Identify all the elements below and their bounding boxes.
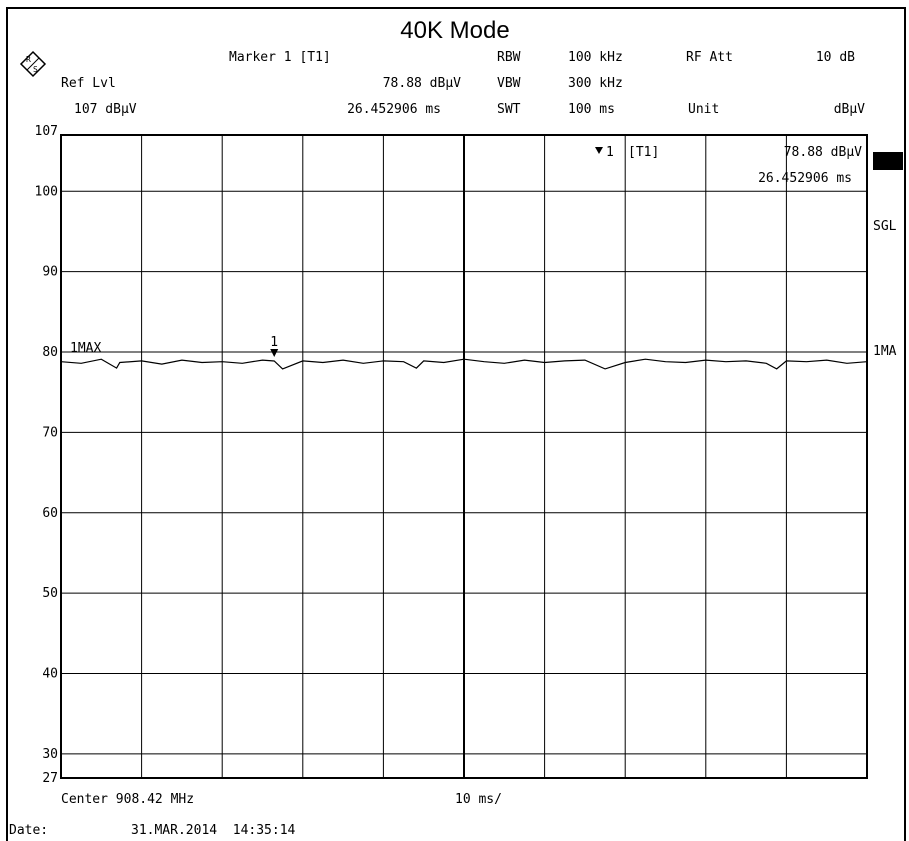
y-tick-label: 40 xyxy=(42,667,58,682)
trace-1max xyxy=(60,358,868,370)
svg-text:R: R xyxy=(26,55,31,64)
y-tick-label: 27 xyxy=(42,771,58,786)
y-tick-label: 60 xyxy=(42,506,58,521)
sgl-label: SGL xyxy=(873,219,897,234)
marker-1-triangle xyxy=(270,349,279,358)
plot-frame xyxy=(60,134,868,779)
marker-label: Marker 1 [T1] xyxy=(229,50,331,65)
y-tick-label: 100 xyxy=(35,184,58,199)
marker-box-time: 26.452906 ms xyxy=(758,171,852,186)
rbw-value: 100 kHz xyxy=(568,50,623,65)
date-label: Date: xyxy=(9,823,48,838)
chart-title: 40K Mode xyxy=(400,17,509,44)
marker-box-id: 1 xyxy=(606,145,614,160)
ref-level-label: Ref Lvl xyxy=(61,76,116,91)
svg-text:S: S xyxy=(33,65,38,74)
center-frequency: Center 908.42 MHz xyxy=(61,792,194,807)
rf-att-value: 10 dB xyxy=(816,50,855,65)
marker-1-number: 1 xyxy=(270,335,278,350)
plot-grid xyxy=(61,135,867,778)
marker-box-trace: [T1] xyxy=(628,145,659,160)
marker-box-level: 78.88 dBµV xyxy=(784,145,862,160)
swt-value: 100 ms xyxy=(568,102,615,117)
trace-label: 1MAX xyxy=(70,341,101,356)
date-value: 31.MAR.2014 14:35:14 xyxy=(131,823,296,838)
marker-box-triangle xyxy=(595,147,603,154)
y-tick-label: 80 xyxy=(42,345,58,360)
ref-level-value: 107 dBµV xyxy=(74,102,137,117)
vbw-value: 300 kHz xyxy=(568,76,623,91)
outer-frame xyxy=(6,7,906,841)
y-tick-label: 107 xyxy=(35,124,58,139)
swt-label: SWT xyxy=(497,102,521,117)
marker-level: 78.88 dBµV xyxy=(383,76,461,91)
rf-att-label: RF Att xyxy=(686,50,733,65)
vbw-label: VBW xyxy=(497,76,521,91)
marker-time: 26.452906 ms xyxy=(347,102,441,117)
span-per-division: 10 ms/ xyxy=(455,792,502,807)
right-side-block xyxy=(873,152,903,170)
rohde-schwarz-logo: R S xyxy=(19,50,47,78)
y-tick-label: 70 xyxy=(42,425,58,440)
y-tick-label: 30 xyxy=(42,747,58,762)
y-tick-label: 90 xyxy=(42,265,58,280)
unit-label: Unit xyxy=(688,102,719,117)
unit-value: dBµV xyxy=(834,102,865,117)
trace-mode-label: 1MA xyxy=(873,344,897,359)
y-tick-labels: 107 100 90 80 70 60 50 40 30 27 xyxy=(35,124,58,786)
y-tick-label: 50 xyxy=(42,586,58,601)
rbw-label: RBW xyxy=(497,50,521,65)
